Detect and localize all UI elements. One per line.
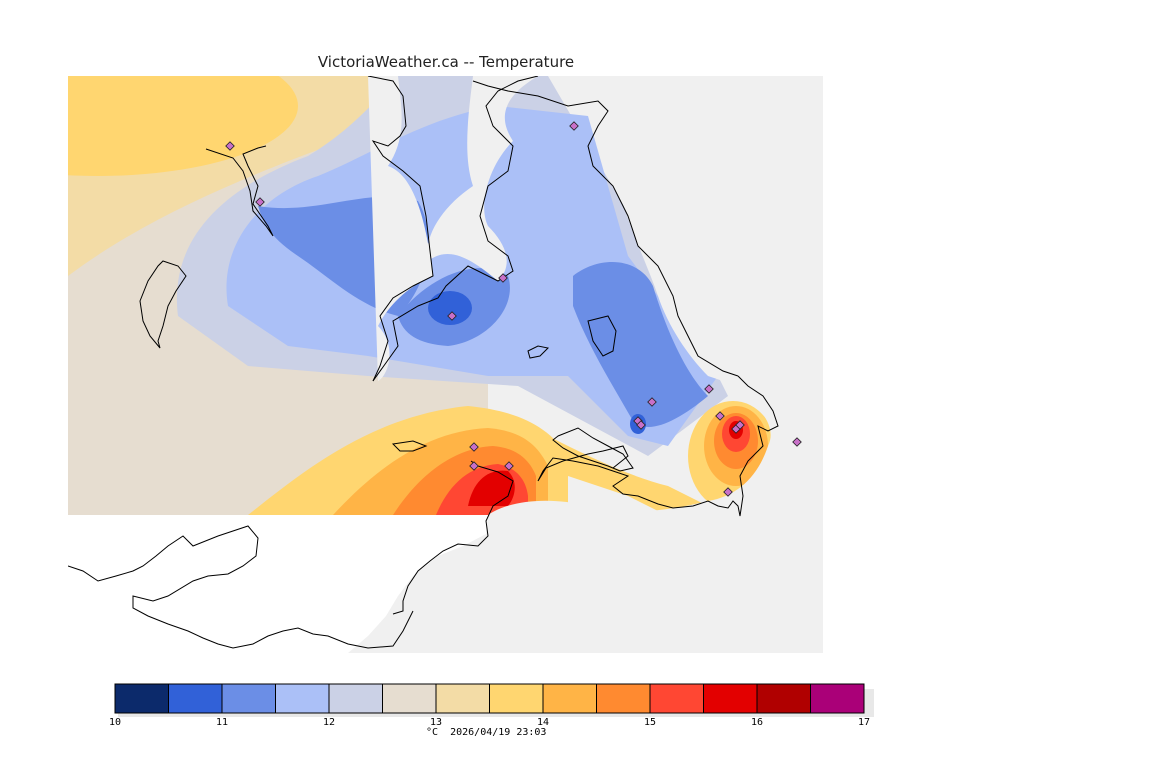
- temperature-contours: [68, 76, 778, 516]
- legend-bin: [810, 683, 865, 714]
- legend-bin: [435, 683, 490, 714]
- station-marker: [569, 121, 579, 131]
- legend-bin: [382, 683, 437, 714]
- legend-caption: °C 2026/04/19 23:03: [426, 727, 546, 738]
- legend-tick-label: 12: [323, 717, 335, 728]
- legend-bins: [114, 683, 865, 714]
- station-marker: [225, 141, 235, 151]
- legend-bin: [756, 683, 811, 714]
- legend-tick-label: 17: [858, 717, 870, 728]
- land-mask-east: [488, 76, 823, 653]
- station-marker: [255, 197, 265, 207]
- station-marker: [504, 461, 514, 471]
- station-marker: [469, 461, 479, 471]
- legend-tick-label: 11: [216, 717, 228, 728]
- legend-bin: [328, 683, 383, 714]
- temperature-map: [68, 76, 823, 653]
- timestamp-label: 2026/04/19 23:03: [450, 727, 547, 738]
- water-south: [68, 515, 488, 653]
- land-mask-north: [368, 76, 433, 381]
- station-marker: [447, 311, 457, 321]
- legend-bin: [649, 683, 704, 714]
- legend-tick-label: 10: [109, 717, 121, 728]
- legend-bin: [542, 683, 597, 714]
- legend-shadow: [118, 689, 874, 717]
- legend-bin: [221, 683, 276, 714]
- station-marker: [723, 487, 733, 497]
- station-marker: [792, 437, 802, 447]
- land-mask-peninsula: [427, 76, 538, 281]
- weather-stations: [225, 121, 802, 497]
- map-title: VictoriaWeather.ca -- Temperature: [317, 53, 575, 71]
- legend-bin: [168, 683, 223, 714]
- unit-label: °C: [426, 727, 439, 738]
- legend-bin: [596, 683, 651, 714]
- legend-tick-label: 15: [644, 717, 656, 728]
- station-marker: [704, 384, 714, 394]
- legend-bin: [114, 683, 169, 714]
- legend-bin: [275, 683, 330, 714]
- station-marker: [636, 420, 646, 430]
- coastlines: [68, 76, 779, 649]
- station-marker: [469, 442, 479, 452]
- legend-tick-label: 16: [751, 717, 763, 728]
- station-marker: [735, 420, 745, 430]
- station-marker: [647, 397, 657, 407]
- station-marker: [715, 411, 725, 421]
- legend-bin: [489, 683, 544, 714]
- legend-bin: [703, 683, 758, 714]
- station-marker: [498, 273, 508, 283]
